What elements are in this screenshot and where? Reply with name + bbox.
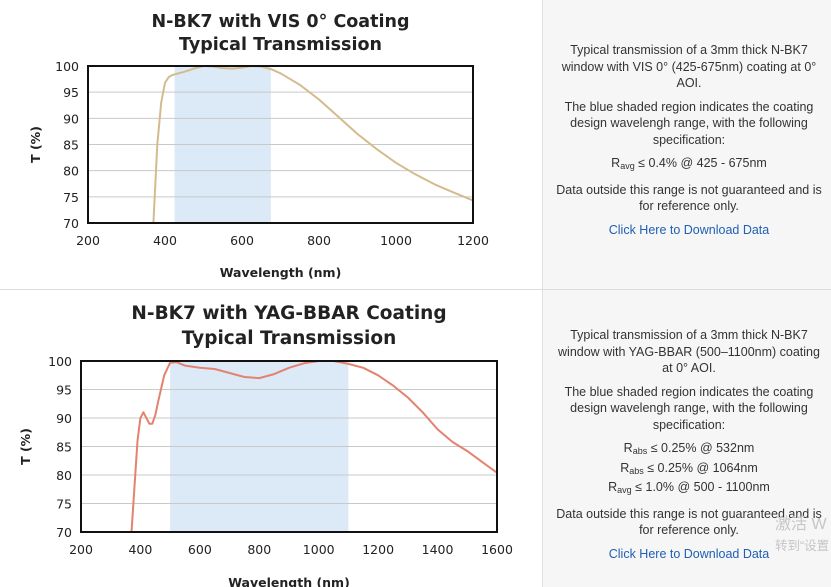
spec-value: ≤ 1.0% @ 500 - 1100nm bbox=[631, 480, 770, 494]
x-tick-label: 1000 bbox=[380, 233, 412, 248]
chart-title: N-BK7 with VIS 0° Coating bbox=[152, 12, 410, 32]
spec-symbol: R bbox=[623, 441, 633, 455]
spec-line: Rabs ≤ 0.25% @ 532nm bbox=[553, 440, 825, 460]
y-tick-label: 75 bbox=[56, 497, 72, 512]
chart-subtitle: Typical Transmission bbox=[182, 328, 397, 349]
transmission-chart-vis: N-BK7 with VIS 0° Coating Typical Transmi… bbox=[28, 12, 489, 280]
x-tick-label: 600 bbox=[230, 233, 254, 248]
shaded-region-note: The blue shaded region indicates the coa… bbox=[564, 99, 814, 147]
download-data-link[interactable]: Click Here to Download Data bbox=[608, 546, 770, 561]
x-axis-label: Wavelength (nm) bbox=[228, 575, 350, 587]
description-yag-bbar: Typical transmission of a 3mm thick N-BK… bbox=[553, 327, 825, 569]
spec-line: Ravg ≤ 0.4% @ 425 - 675nm bbox=[553, 155, 825, 175]
description-text: Typical transmission of a 3mm thick N-BK… bbox=[558, 328, 820, 375]
product-row-yag-bbar: N-BK7 with YAG-BBAR Coating Typical Trans… bbox=[0, 290, 831, 587]
description-panel-yag-bbar: Typical transmission of a 3mm thick N-BK… bbox=[542, 290, 831, 587]
x-tick-label: 400 bbox=[153, 233, 177, 248]
spec-value: ≤ 0.25% @ 532nm bbox=[647, 441, 755, 455]
specification-list: Ravg ≤ 0.4% @ 425 - 675nm bbox=[553, 155, 825, 175]
y-tick-label: 70 bbox=[63, 216, 79, 231]
spec-line: Ravg ≤ 1.0% @ 500 - 1100nm bbox=[553, 479, 825, 499]
x-tick-label: 800 bbox=[247, 542, 271, 557]
chart-subtitle: Typical Transmission bbox=[179, 35, 382, 55]
spec-subscript: avg bbox=[617, 485, 632, 495]
y-tick-label: 85 bbox=[56, 440, 72, 455]
download-data-link[interactable]: Click Here to Download Data bbox=[608, 222, 770, 237]
plot-frame bbox=[87, 65, 474, 224]
spec-subscript: abs bbox=[629, 465, 644, 476]
y-tick-label: 80 bbox=[63, 164, 79, 179]
x-tick-label: 200 bbox=[69, 542, 93, 557]
x-axis-label: Wavelength (nm) bbox=[220, 265, 342, 280]
x-tick-label: 800 bbox=[307, 233, 331, 248]
activation-watermark: 激活 W bbox=[775, 516, 827, 533]
y-tick-label: 90 bbox=[56, 411, 72, 426]
x-tick-label: 1200 bbox=[457, 233, 489, 248]
x-tick-label: 400 bbox=[128, 542, 152, 557]
x-tick-label: 200 bbox=[76, 233, 100, 248]
y-tick-label: 95 bbox=[63, 85, 79, 100]
specification-list: Rabs ≤ 0.25% @ 532nm Rabs ≤ 0.25% @ 1064n… bbox=[553, 440, 825, 499]
product-row-vis: N-BK7 with VIS 0° Coating Typical Transmi… bbox=[0, 0, 831, 290]
x-tick-label: 1000 bbox=[303, 542, 335, 557]
disclaimer-text: Data outside this range is not guarantee… bbox=[556, 182, 822, 214]
transmission-series-line bbox=[130, 361, 497, 532]
x-tick-label: 1600 bbox=[481, 542, 513, 557]
y-tick-label: 70 bbox=[56, 525, 72, 540]
y-axis-label: T (%) bbox=[18, 428, 33, 465]
spec-value: ≤ 0.4% @ 425 - 675nm bbox=[634, 156, 767, 170]
x-tick-label: 1200 bbox=[362, 542, 394, 557]
spec-symbol: R bbox=[620, 460, 630, 475]
x-tick-label: 1400 bbox=[422, 542, 454, 557]
spec-subscript: abs bbox=[632, 446, 648, 456]
description-vis: Typical transmission of a 3mm thick N-BK… bbox=[553, 42, 825, 245]
y-tick-label: 75 bbox=[63, 190, 79, 205]
y-tick-label: 90 bbox=[63, 111, 79, 126]
chart-cell-yag-bbar: N-BK7 with YAG-BBAR Coating Typical Trans… bbox=[0, 290, 541, 587]
y-tick-label: 100 bbox=[48, 354, 72, 369]
y-tick-label: 100 bbox=[55, 59, 79, 74]
y-tick-label: 95 bbox=[56, 383, 72, 398]
chart-title: N-BK7 with YAG-BBAR Coating bbox=[131, 303, 446, 324]
chart-cell-vis: N-BK7 with VIS 0° Coating Typical Transmi… bbox=[0, 0, 541, 289]
y-tick-label: 85 bbox=[63, 138, 79, 153]
x-tick-label: 600 bbox=[188, 542, 212, 557]
y-axis-label: T (%) bbox=[28, 126, 43, 163]
plot-frame bbox=[80, 360, 498, 533]
spec-line: Rabs ≤ 0.25% @ 1064nm bbox=[553, 460, 825, 480]
description-text: Typical transmission of a 3mm thick N-BK… bbox=[561, 43, 817, 90]
spec-symbol: R bbox=[611, 156, 621, 170]
disclaimer-text: Data outside this range is not guarantee… bbox=[556, 506, 822, 538]
activation-watermark-sub: 转到“设置 bbox=[775, 539, 830, 553]
spec-value: ≤ 0.25% @ 1064nm bbox=[643, 460, 758, 475]
y-tick-label: 80 bbox=[56, 468, 72, 483]
transmission-chart-yag-bbar: N-BK7 with YAG-BBAR Coating Typical Trans… bbox=[18, 303, 513, 587]
description-panel-vis: Typical transmission of a 3mm thick N-BK… bbox=[542, 0, 831, 289]
spec-symbol: R bbox=[608, 480, 618, 494]
shaded-region-note: The blue shaded region indicates the coa… bbox=[564, 384, 814, 432]
spec-subscript: avg bbox=[620, 161, 635, 171]
